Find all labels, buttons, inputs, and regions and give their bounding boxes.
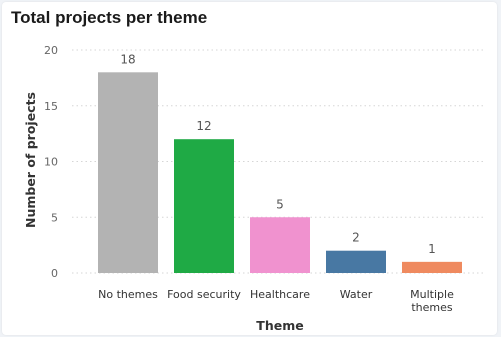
x-category-label: Water <box>340 288 373 301</box>
y-axis-ticks: 0 5 10 15 20 <box>44 44 58 280</box>
x-category-label: Multiple <box>410 288 454 301</box>
bar[interactable] <box>250 217 310 273</box>
y-tick-label: 20 <box>44 44 58 57</box>
y-tick-label: 15 <box>44 100 58 113</box>
x-axis-categories: No themes Food security Healthcare Water Mul… <box>98 288 454 314</box>
x-category-label: themes <box>411 301 453 314</box>
chart-title: Total projects per theme <box>11 8 208 27</box>
chart-card <box>2 2 497 335</box>
data-label: 1 <box>428 242 436 256</box>
y-tick-label: 5 <box>51 211 58 224</box>
y-tick-label: 10 <box>44 156 58 169</box>
data-label: 18 <box>120 52 135 66</box>
data-label: 2 <box>352 231 360 245</box>
data-label: 5 <box>276 197 284 211</box>
y-tick-label: 0 <box>51 267 58 280</box>
bars <box>98 72 462 273</box>
bar[interactable] <box>174 139 234 273</box>
bar[interactable] <box>98 72 158 273</box>
bar[interactable] <box>326 250 386 273</box>
x-category-label: Healthcare <box>250 288 310 301</box>
x-axis-title: Theme <box>256 318 303 333</box>
data-labels: 18 12 5 2 1 <box>120 52 435 256</box>
bar[interactable] <box>402 261 462 273</box>
y-axis-title: Number of projects <box>23 92 38 228</box>
x-category-label: No themes <box>98 288 158 301</box>
x-category-label: Food security <box>167 288 241 301</box>
data-label: 12 <box>196 119 211 133</box>
